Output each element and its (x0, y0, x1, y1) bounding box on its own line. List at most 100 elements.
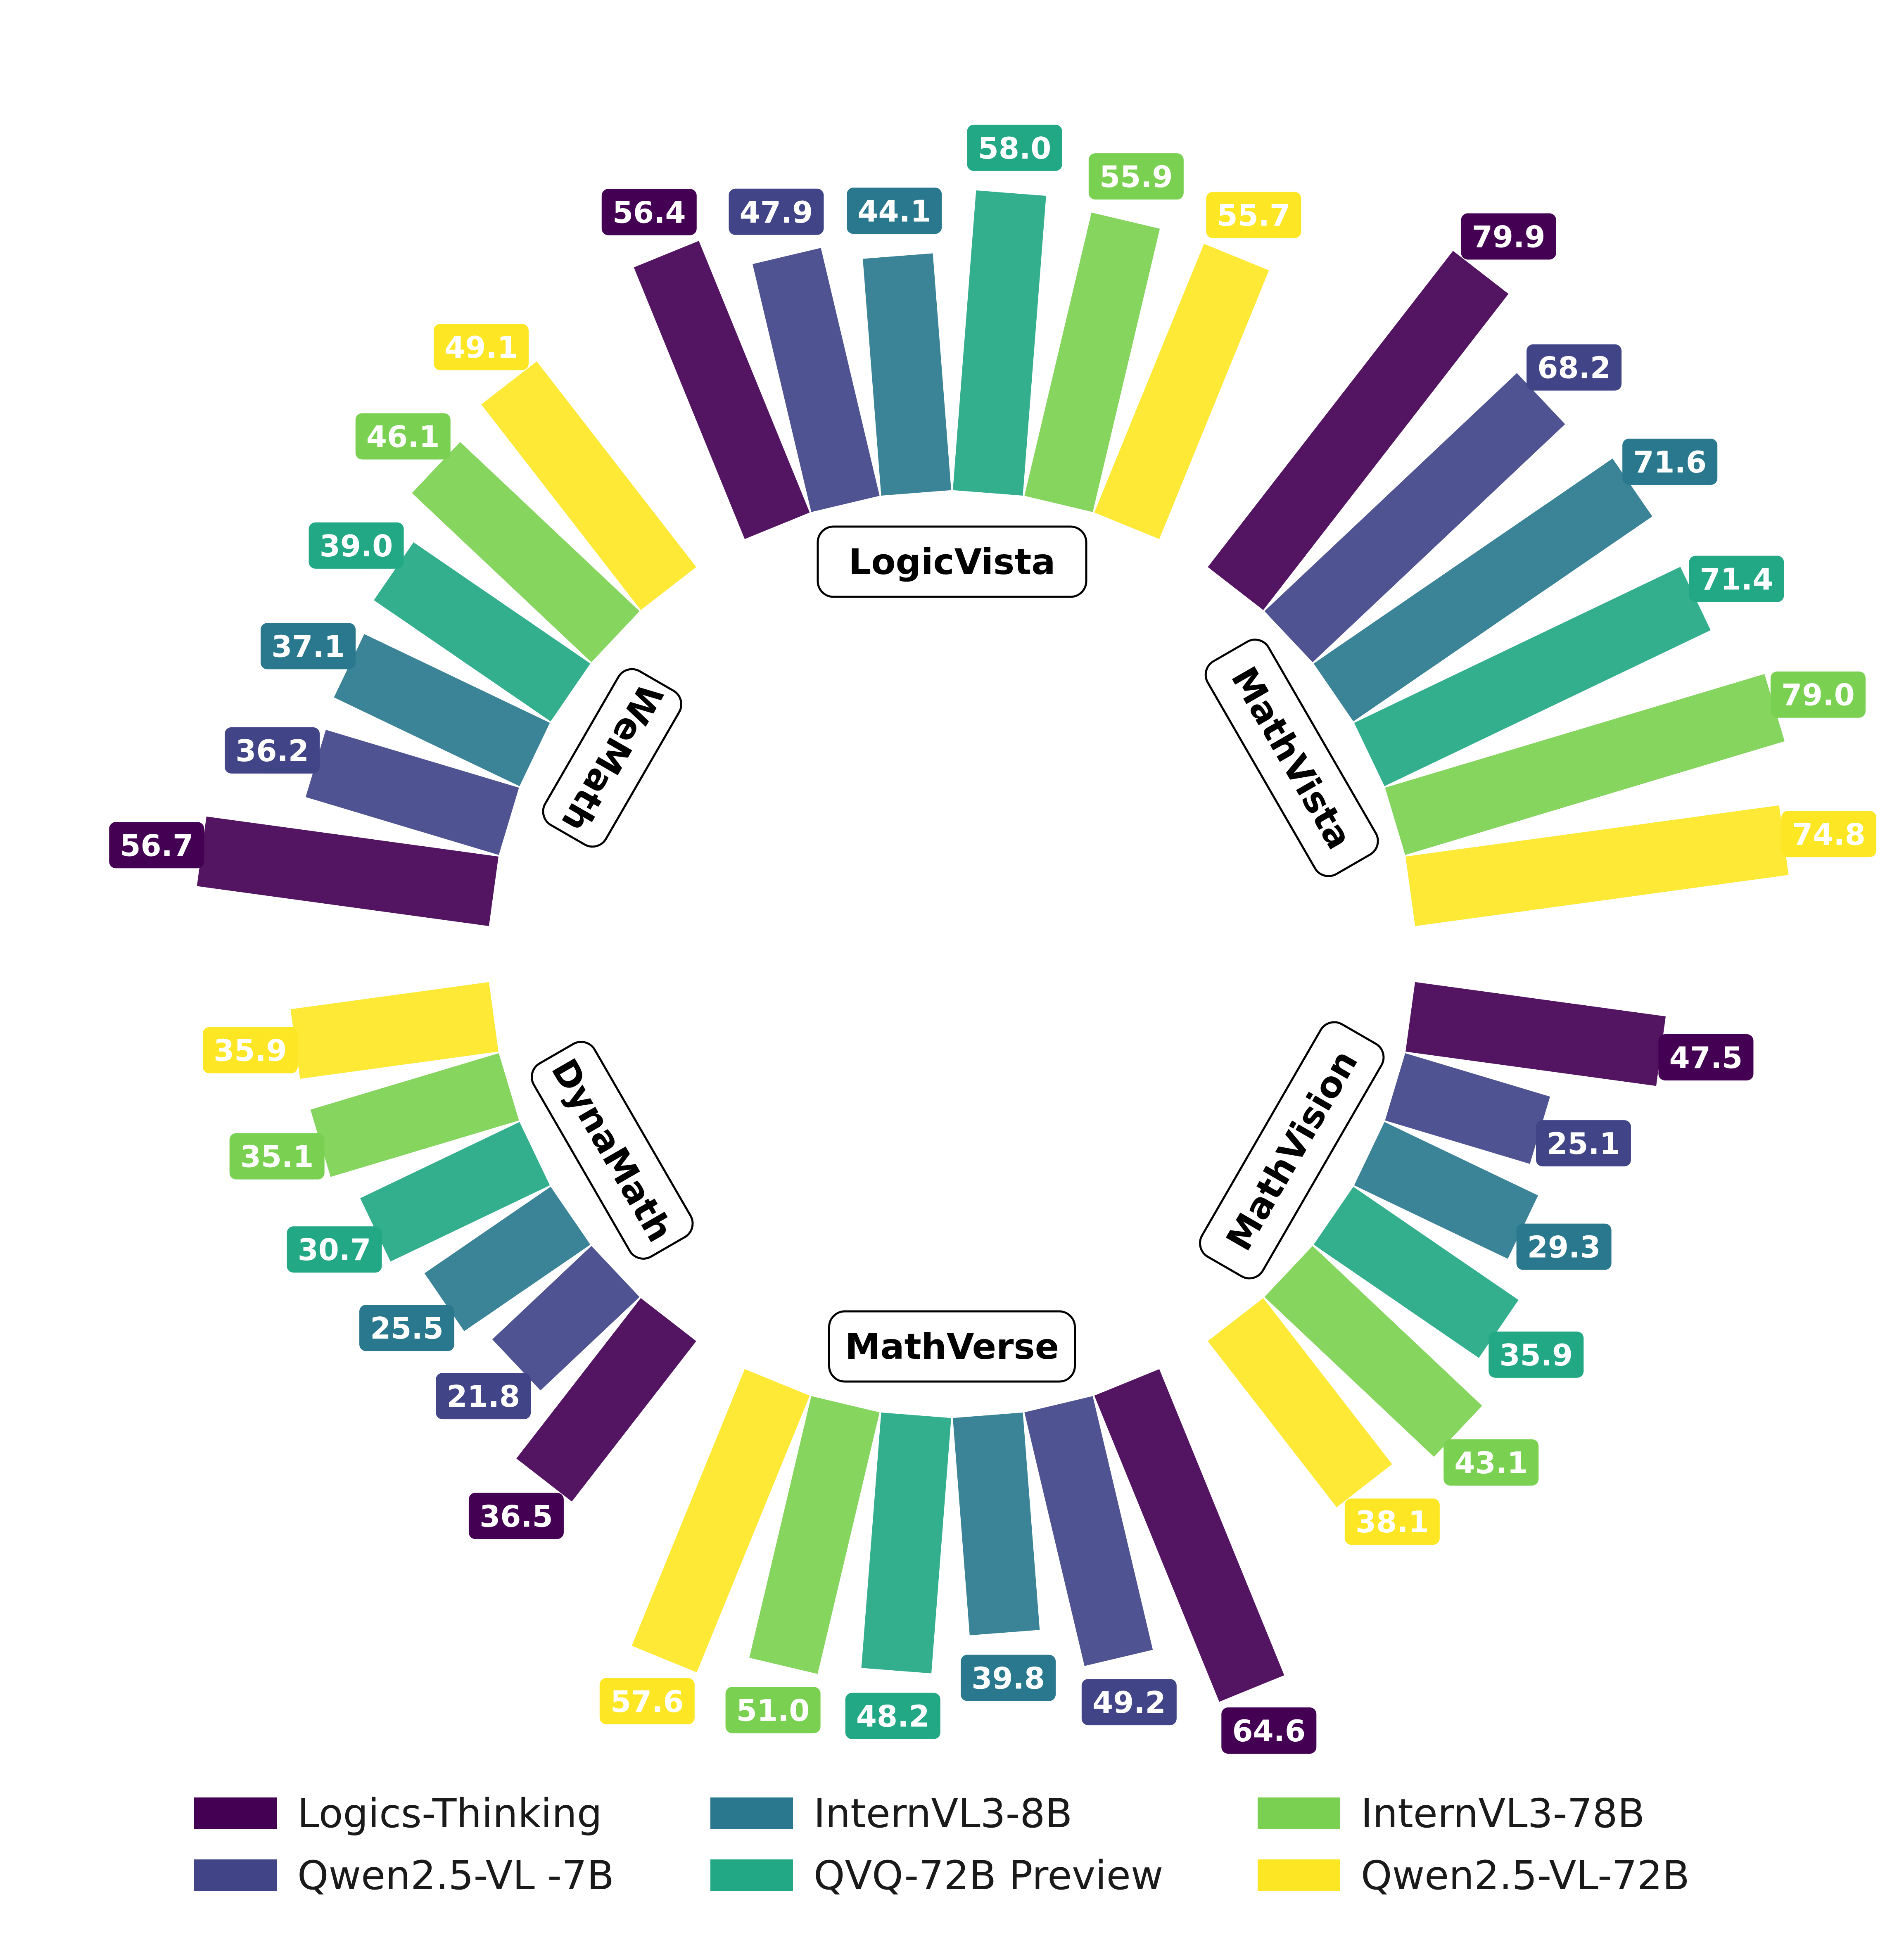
value-label-text: 44.1 (857, 194, 931, 228)
value-label-mathverse-qvq-72b-preview: 48.2 (845, 1693, 940, 1739)
value-label-text: 43.1 (1454, 1446, 1528, 1480)
category-label-box (542, 668, 682, 848)
value-label-text: 51.0 (736, 1693, 810, 1728)
value-label-text: 55.9 (1099, 159, 1173, 194)
legend-item-qwen2-5-vl-7b: Qwen2.5-VL -7B (194, 1852, 614, 1899)
value-label-dynamath-qvq-72b-preview: 30.7 (287, 1226, 382, 1273)
bars-layer (197, 190, 1789, 1702)
bar-mathvision-qwen2-5-vl-72b (1208, 1298, 1392, 1508)
category-label-box (531, 1041, 694, 1260)
legend-swatch (710, 1859, 793, 1891)
bar-dynamath-qvq-72b-preview (360, 1122, 550, 1262)
category-label-box (1199, 1021, 1385, 1280)
value-label-text: 21.8 (446, 1379, 520, 1414)
value-label-mathvista-internvl3-78b: 79.0 (1770, 671, 1866, 718)
value-label-text: 36.2 (235, 734, 309, 768)
value-label-text: 64.6 (1232, 1714, 1306, 1748)
bar-wemath-internvl3-78b (412, 442, 640, 662)
value-labels-layer: 56.4 47.9 44.1 58.0 55.9 55.7 79.9 68.2 71.6 71.4… (109, 124, 1876, 1754)
bar-mathverse-logics-thinking (1094, 1369, 1284, 1702)
value-label-box (355, 413, 451, 460)
bar-logicvista-internvl3-78b (1024, 212, 1160, 512)
bar-logicvista-logics-thinking (634, 241, 810, 539)
legend-swatch (710, 1797, 793, 1829)
value-label-dynamath-qwen2-5-vl-7b: 21.8 (436, 1373, 531, 1420)
value-label-box (229, 1133, 325, 1180)
value-label-box (287, 1226, 382, 1273)
value-label-box (1689, 556, 1784, 602)
value-label-box (1081, 1679, 1177, 1726)
value-label-mathverse-internvl3-8b: 39.8 (961, 1655, 1056, 1701)
value-label-box (468, 1493, 564, 1539)
value-label-box (1088, 153, 1184, 200)
value-label-text: 74.8 (1792, 817, 1866, 852)
bar-mathvision-logics-thinking (1405, 982, 1666, 1086)
bar-mathverse-internvl3-78b (749, 1396, 880, 1674)
bar-mathvision-internvl3-8b (1354, 1122, 1538, 1259)
value-label-box (109, 822, 204, 869)
category-label-box (1204, 639, 1379, 877)
bar-logicvista-qwen2-5-vl-72b (1094, 244, 1269, 539)
legend-label: Qwen2.5-VL -7B (297, 1852, 614, 1899)
bar-mathvista-qwen2-5-vl-72b (1405, 805, 1789, 926)
value-label-mathverse-qwen2-5-vl-7b: 49.2 (1081, 1679, 1177, 1726)
bar-mathvista-logics-thinking (1208, 251, 1509, 610)
value-label-text: 47.9 (740, 195, 813, 230)
value-label-text: 25.1 (1547, 1126, 1620, 1161)
bar-dynamath-qwen2-5-vl-7b (492, 1246, 640, 1391)
category-label-box (828, 1310, 1076, 1383)
value-label-mathverse-internvl3-78b: 51.0 (725, 1687, 821, 1733)
bar-wemath-qwen2-5-vl-72b (481, 361, 696, 610)
value-label-text: 35.1 (240, 1140, 314, 1174)
value-label-box (845, 1693, 940, 1739)
value-label-mathvision-logics-thinking: 47.5 (1658, 1034, 1754, 1080)
value-label-box (1781, 811, 1876, 857)
value-label-logicvista-qwen2-5-vl-7b: 47.9 (729, 188, 824, 235)
bar-mathvista-internvl3-78b (1385, 674, 1785, 855)
bar-dynamath-qwen2-5-vl-72b (290, 982, 499, 1079)
legend-label: InternVL3-78B (1361, 1790, 1645, 1837)
legend-item-qwen2-5-vl-72b: Qwen2.5-VL-72B (1258, 1852, 1690, 1899)
value-label-text: 71.4 (1700, 562, 1773, 597)
value-label-box (1770, 671, 1866, 718)
value-label-text: 79.0 (1781, 678, 1855, 712)
category-label-mathverse: MathVerse (828, 1310, 1076, 1383)
value-label-box (601, 189, 697, 235)
bar-logicvista-qwen2-5-vl-7b (753, 248, 880, 512)
bar-wemath-logics-thinking (197, 816, 499, 926)
value-label-text: 35.9 (214, 1033, 287, 1068)
value-label-logicvista-logics-thinking: 56.4 (601, 189, 697, 235)
bar-mathvision-internvl3-78b (1264, 1246, 1482, 1457)
value-label-text: 37.1 (271, 629, 345, 664)
value-label-text: 55.7 (1217, 198, 1290, 233)
value-label-box (1344, 1498, 1440, 1545)
value-label-box (961, 1655, 1056, 1701)
value-label-text: 39.0 (320, 529, 393, 563)
value-label-box (1622, 439, 1718, 485)
value-label-mathverse-qwen2-5-vl-72b: 57.6 (599, 1678, 695, 1724)
bar-mathvista-qwen2-5-vl-7b (1264, 373, 1565, 662)
value-label-text: 29.3 (1527, 1230, 1601, 1265)
value-label-wemath-internvl3-8b: 37.1 (261, 623, 356, 670)
legend-item-qvq-72b-preview: QVQ-72B Preview (710, 1852, 1163, 1899)
value-label-box (309, 522, 404, 569)
value-label-mathvision-qvq-72b-preview: 35.9 (1489, 1331, 1584, 1378)
legend-label: Logics-Thinking (297, 1790, 602, 1837)
value-label-box (436, 1373, 531, 1420)
value-label-logicvista-qvq-72b-preview: 58.0 (967, 124, 1062, 171)
bar-wemath-qwen2-5-vl-7b (306, 730, 519, 855)
value-label-wemath-qwen2-5-vl-72b: 49.1 (433, 324, 529, 370)
bar-mathverse-qwen2-5-vl-72b (632, 1369, 810, 1673)
value-label-mathvision-internvl3-78b: 43.1 (1443, 1439, 1539, 1486)
value-label-mathvision-qwen2-5-vl-72b: 38.1 (1344, 1498, 1440, 1545)
bar-wemath-internvl3-8b (334, 634, 550, 786)
value-label-box (729, 188, 824, 235)
category-label-box (817, 525, 1087, 598)
value-label-box (1658, 1034, 1754, 1080)
bar-dynamath-internvl3-78b (310, 1053, 519, 1177)
value-label-text: 56.7 (120, 828, 193, 863)
legend-swatch (1258, 1859, 1340, 1891)
value-label-box (1489, 1331, 1584, 1378)
bar-wemath-qvq-72b-preview (374, 542, 591, 722)
bar-logicvista-qvq-72b-preview (952, 190, 1046, 496)
